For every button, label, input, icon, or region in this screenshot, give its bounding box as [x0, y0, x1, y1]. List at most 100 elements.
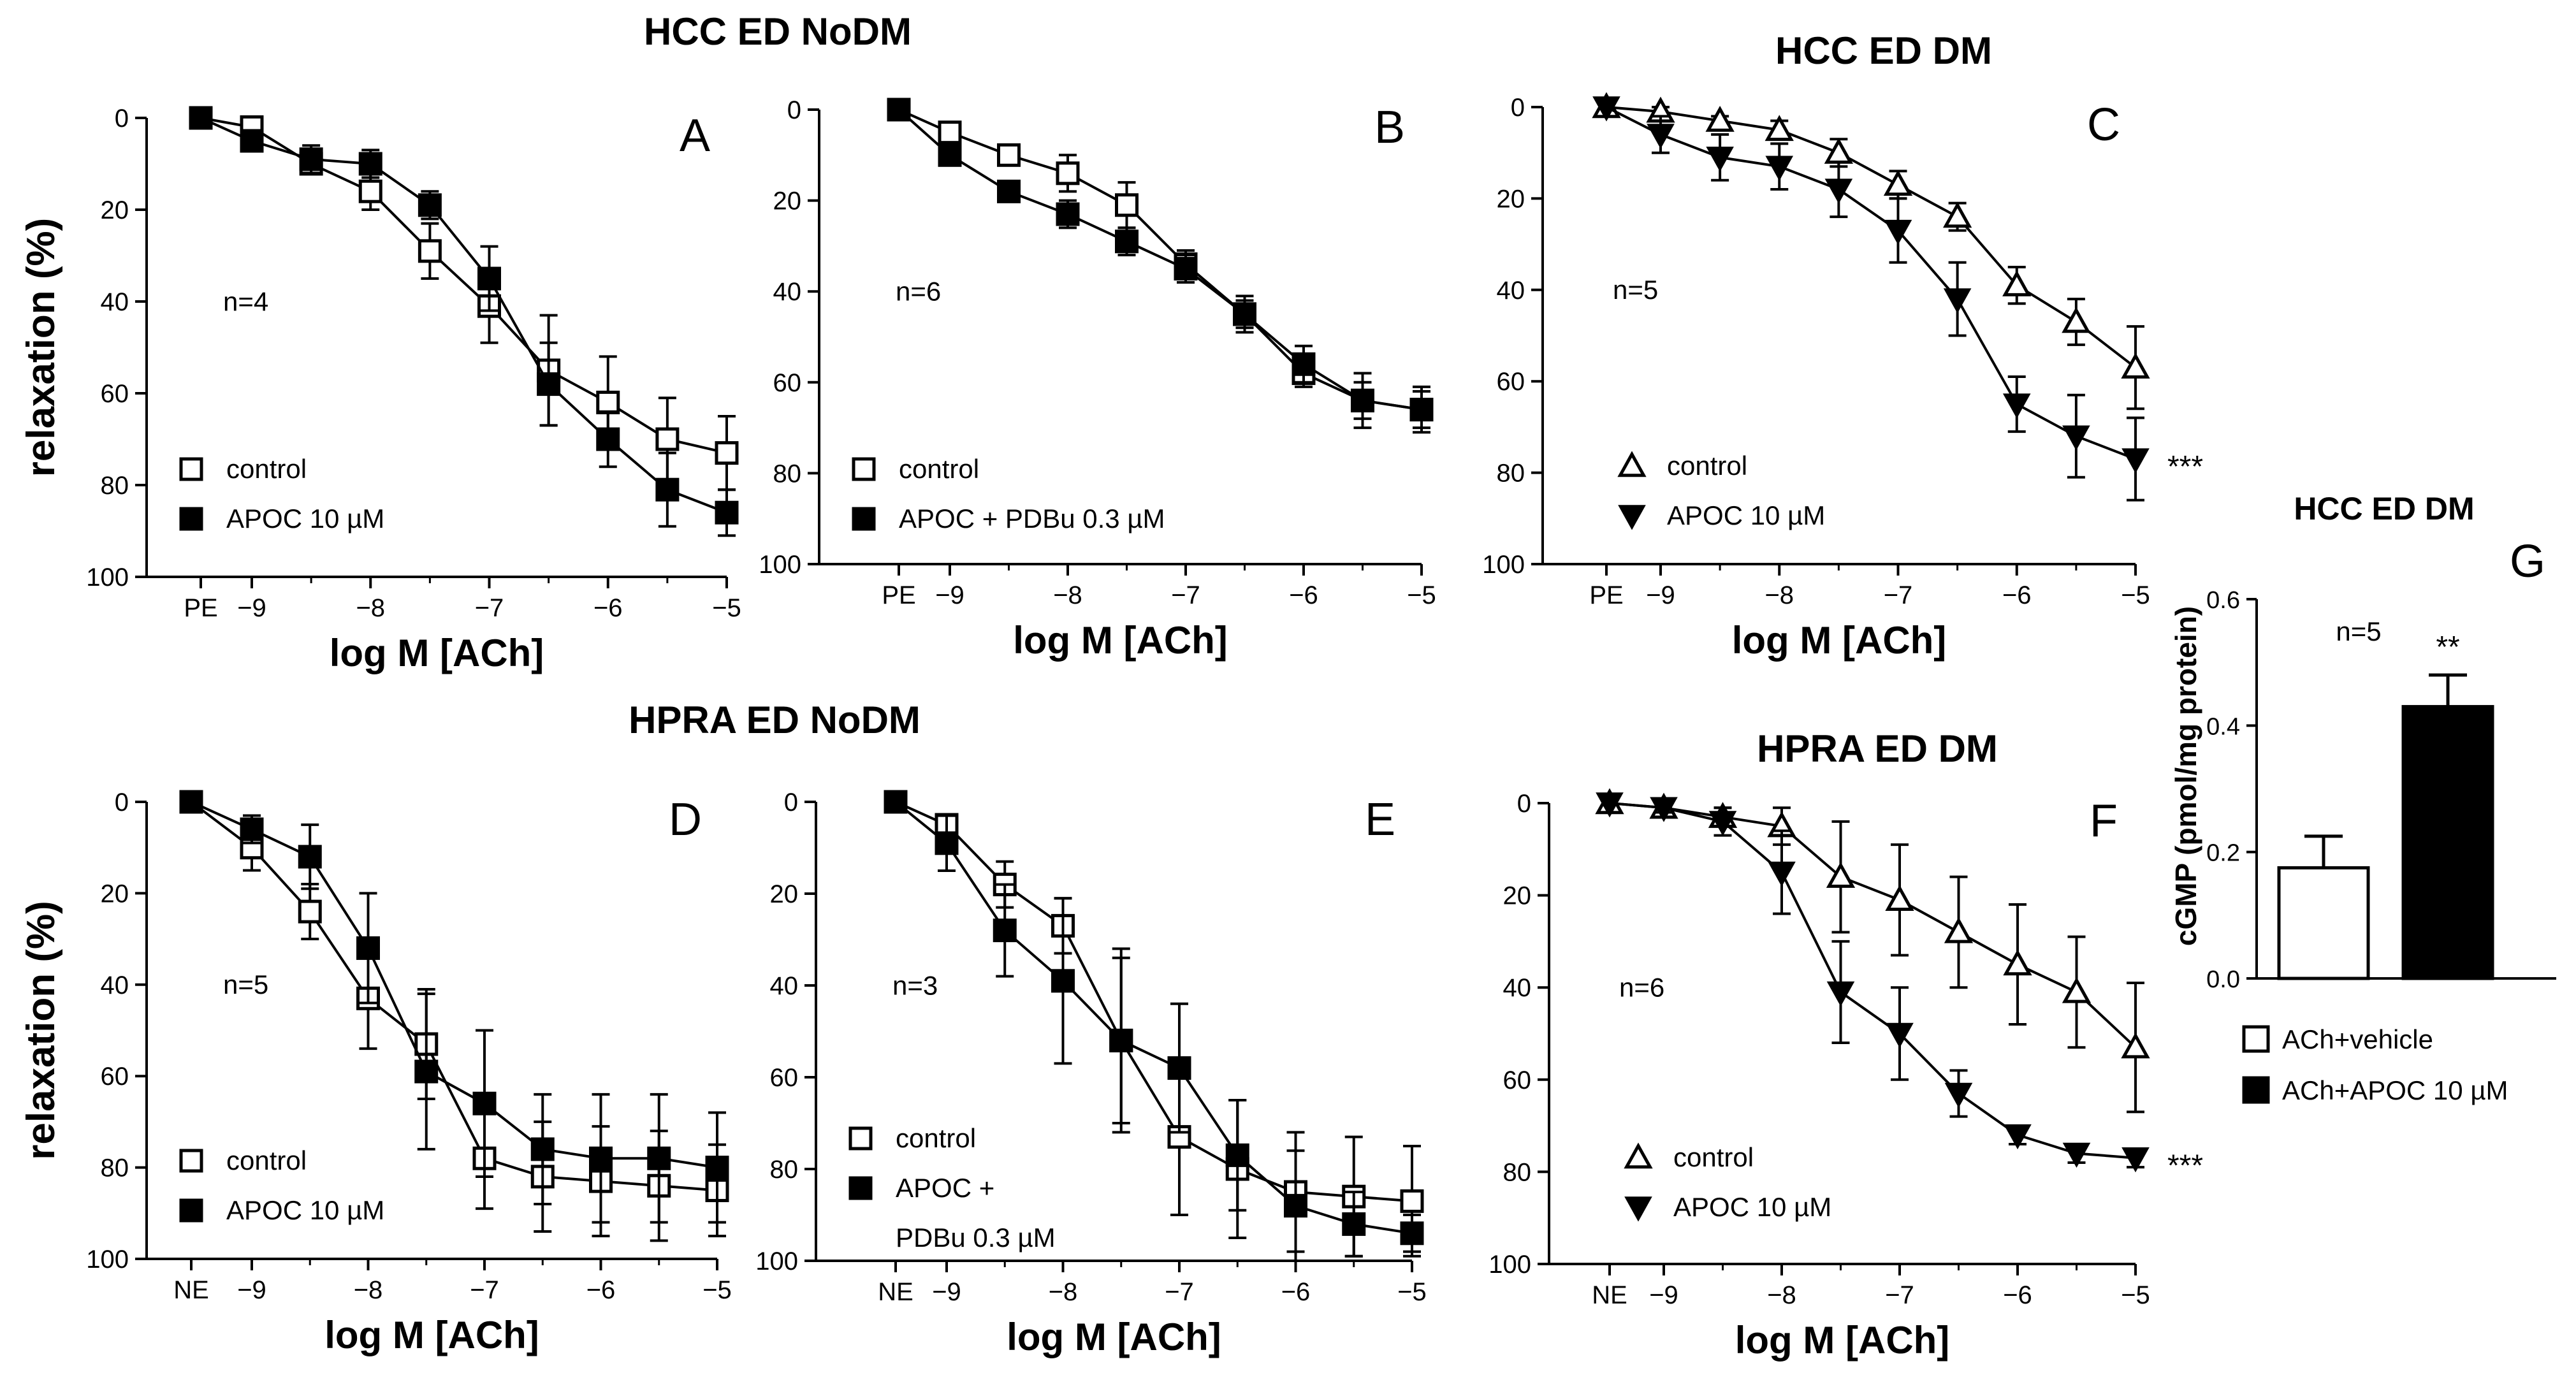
x-tick-label: −7: [1885, 1281, 1914, 1309]
panel-letter: G: [2510, 536, 2545, 587]
header-hpra-dm: HPRA ED DM: [1757, 727, 1998, 770]
series-line: [191, 801, 718, 1169]
x-tick-label: −8: [1053, 581, 1082, 609]
x-tick-label: NE: [173, 1276, 209, 1304]
y-tick-label: 80: [101, 472, 129, 500]
n-label: n=5: [223, 970, 268, 999]
data-point: [2003, 949, 2032, 976]
series-line: [200, 117, 727, 514]
data-point: [1765, 115, 1794, 142]
legend: control APOC + PDBu 0.3 µM: [852, 454, 1165, 534]
legend-marker: [1618, 505, 1646, 530]
y-tick-label: 60: [773, 369, 802, 397]
x-axis-label: log M [ACh]: [330, 632, 544, 674]
data-point: [2002, 270, 2032, 296]
y-tick-label: 0: [1517, 790, 1531, 818]
y-tick-label: 60: [101, 1063, 129, 1091]
y-tick-label: 60: [1503, 1066, 1532, 1094]
data-point: [2121, 1147, 2150, 1173]
panel-c: 0 20 40 60 80 100 PE −9 −8 −7 −6 −5 log M [ACh] Cn=5 c…: [1482, 92, 2203, 662]
data-point: [997, 143, 1021, 167]
series-line: [200, 117, 727, 454]
y-tick-label: 0: [787, 96, 801, 124]
data-point: [993, 919, 1017, 943]
legend-label: APOC 10 µM: [226, 1195, 384, 1225]
data-point: [884, 790, 908, 814]
series-line: [895, 801, 1413, 1203]
y-tick-label: 80: [101, 1154, 129, 1182]
legend-marker: [852, 507, 876, 531]
data-point: [1115, 193, 1139, 217]
data-point: [1167, 1056, 1191, 1080]
panel-letter: C: [2087, 99, 2120, 150]
legend-label: APOC 10 µM: [1673, 1192, 1831, 1222]
panel-e: 0 20 40 60 80 100 NE −9 −8 −7 −6 −5 log M [ACh] En=3 c…: [755, 788, 1427, 1358]
series-line: [1606, 106, 2136, 460]
panel-letter: E: [1365, 794, 1395, 845]
data-point: [938, 120, 962, 145]
data-point: [715, 441, 739, 465]
y-tick-label: 100: [759, 551, 801, 579]
y-tick-label: 60: [770, 1064, 799, 1092]
data-point: [1351, 388, 1374, 412]
data-point: [1292, 352, 1316, 376]
data-point: [472, 1091, 497, 1115]
data-point: [356, 936, 380, 960]
y-tick-label: 100: [1488, 1251, 1531, 1279]
panel-letter: F: [2090, 795, 2118, 846]
data-point: [1056, 202, 1080, 226]
data-point: [2121, 448, 2150, 474]
y-tick-label: 40: [1497, 277, 1525, 305]
legend-label: control: [1667, 451, 1747, 481]
legend: control APOC + PDBu 0.3 µM: [848, 1123, 1056, 1253]
data-point: [1824, 138, 1854, 164]
legend-label: control: [899, 454, 979, 484]
data-point: [938, 143, 962, 167]
x-tick-label: −5: [702, 1276, 732, 1304]
x-tick-label: −7: [1165, 1278, 1194, 1306]
series-line: [1606, 106, 2137, 369]
data-point: [1944, 1082, 1973, 1108]
x-tick-label: −8: [354, 1276, 383, 1304]
x-tick-label: −5: [712, 594, 741, 622]
legend-marker: [852, 457, 876, 481]
data-point: [2121, 352, 2150, 379]
data-point: [298, 845, 322, 869]
bar: [2277, 866, 2370, 980]
series-line: [1609, 802, 2136, 1159]
series-line: [1609, 802, 2137, 1049]
data-point: [189, 106, 213, 130]
data-point: [1342, 1212, 1366, 1236]
panel-b: 0 20 40 60 80 100 PE −9 −8 −7 −6 −5 log M [ACh] Bn=6 c…: [759, 96, 1436, 662]
legend-marker: [179, 1198, 203, 1223]
y-tick-label: 20: [1503, 882, 1532, 910]
data-point: [1765, 156, 1794, 181]
data-point: [1886, 1022, 1914, 1049]
legend-label: control: [1673, 1142, 1754, 1172]
y-tick-label: 100: [755, 1247, 798, 1275]
panel-g-title: HCC ED DM: [2294, 491, 2474, 527]
series-treatment: [179, 790, 729, 1224]
data-point: [299, 147, 323, 171]
data-point: [1826, 981, 1855, 1006]
n-label: n=6: [1619, 973, 1664, 1003]
y-tick-label: 60: [1497, 368, 1525, 396]
x-tick-label: PE: [184, 594, 217, 622]
series-treatment: [1592, 96, 2150, 502]
legend-marker: [1624, 1142, 1653, 1169]
x-tick-label: −8: [1767, 1281, 1796, 1309]
y-tick-label: 0: [115, 788, 129, 817]
significance-label: ***: [2167, 450, 2203, 484]
y-tick-label: 60: [101, 380, 129, 408]
x-tick-label: −6: [593, 594, 623, 622]
data-point: [358, 179, 382, 203]
data-point: [1885, 885, 1914, 912]
series-line: [898, 108, 1422, 411]
y-tick-label: 0: [1511, 94, 1525, 122]
x-tick-label: −8: [1049, 1278, 1078, 1306]
y-tick-label: 0.2: [2206, 840, 2240, 867]
x-tick-label: −9: [1649, 1281, 1678, 1309]
series-treatment: [1596, 792, 2150, 1173]
legend-marker: [2242, 1025, 2270, 1053]
significance-label: ***: [2167, 1149, 2203, 1183]
